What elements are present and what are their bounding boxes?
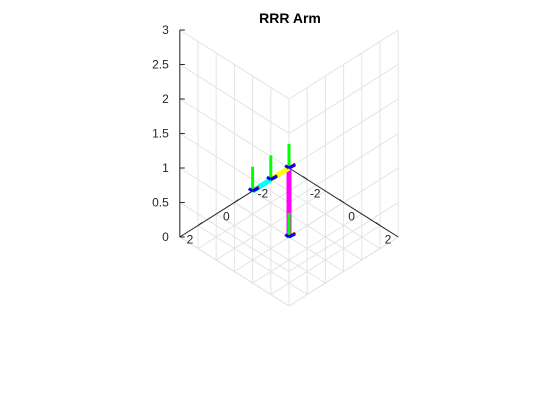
grid-line [179,64,290,134]
frame-marker [251,186,260,193]
x-tick-mark [197,222,203,226]
y-tick-mark [375,222,381,226]
frame-marker [288,163,296,170]
frame-end-effector [247,166,260,193]
y-tick-label: -2 [310,187,321,201]
y-tick-mark [302,176,308,180]
grid-line [179,133,290,203]
frame-base [284,212,297,239]
grid-line [288,64,399,134]
y-tick-label: 0 [348,210,355,224]
grid-line [179,202,290,272]
frame-marker [288,232,296,239]
z-tick-label: 3 [162,23,169,37]
z-tick-label: 1 [162,161,169,175]
grid-line [288,98,399,169]
grid-line [288,202,399,272]
x-tick-label: 0 [223,210,230,224]
tick-labels: -2 0 2 -2 0 2 0 0.5 1 1.5 2 2.5 3 [152,23,392,247]
x-tick-mark [234,199,239,203]
x-tick-label: 2 [187,233,194,247]
grid-line [288,133,399,203]
x-tick-label: -2 [257,187,268,201]
frame-marker [270,175,278,181]
chart-title: RRR Arm [259,10,321,26]
frame-y-axis [284,164,290,170]
y-tick-mark [339,199,344,203]
frame-joint-2 [284,143,297,170]
z-tick-label: 2.5 [152,58,169,72]
z-tick-label: 2 [162,92,169,106]
grid-line [288,236,399,307]
y-tick-label: 2 [385,233,392,247]
grid-line [179,29,290,100]
frame-y-axis [284,233,290,239]
grid-line [288,29,399,100]
grid-line [179,236,290,307]
grid [179,29,399,307]
z-tick-label: 0.5 [152,196,169,210]
frame-joint-3 [266,155,278,181]
frame-y-axis [247,187,254,193]
z-tick-label: 1.5 [152,127,169,141]
frame-y-axis [266,175,272,181]
z-tick-label: 0 [162,230,169,244]
arm [247,143,297,239]
